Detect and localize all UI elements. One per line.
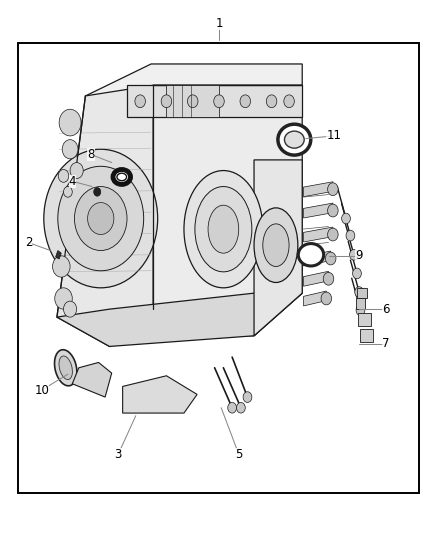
- Ellipse shape: [208, 205, 239, 253]
- Circle shape: [342, 213, 350, 224]
- Ellipse shape: [195, 187, 252, 272]
- Polygon shape: [123, 376, 197, 413]
- Circle shape: [266, 95, 277, 108]
- Polygon shape: [85, 64, 302, 117]
- Polygon shape: [304, 203, 333, 218]
- Circle shape: [64, 187, 72, 197]
- Polygon shape: [57, 293, 302, 346]
- Polygon shape: [56, 251, 61, 259]
- Ellipse shape: [113, 169, 131, 184]
- Ellipse shape: [263, 224, 289, 266]
- Ellipse shape: [254, 208, 298, 282]
- Circle shape: [135, 95, 145, 108]
- Circle shape: [243, 392, 252, 402]
- Polygon shape: [254, 160, 302, 336]
- Ellipse shape: [184, 171, 263, 288]
- Circle shape: [58, 166, 144, 271]
- Circle shape: [94, 188, 101, 196]
- Circle shape: [328, 183, 338, 196]
- Text: 2: 2: [25, 236, 32, 249]
- Circle shape: [58, 169, 69, 182]
- Bar: [360, 329, 373, 342]
- Text: 4: 4: [68, 175, 76, 188]
- Circle shape: [325, 252, 336, 265]
- Circle shape: [53, 256, 70, 277]
- Polygon shape: [304, 291, 326, 306]
- Bar: [356, 298, 365, 309]
- Circle shape: [321, 292, 332, 305]
- Circle shape: [62, 140, 78, 159]
- Bar: [18, 43, 419, 493]
- Polygon shape: [304, 271, 328, 286]
- Ellipse shape: [298, 244, 324, 266]
- Text: 8: 8: [88, 148, 95, 161]
- Ellipse shape: [59, 356, 72, 379]
- Circle shape: [228, 402, 237, 413]
- Circle shape: [323, 272, 334, 285]
- Circle shape: [187, 95, 198, 108]
- Polygon shape: [153, 85, 302, 336]
- Circle shape: [44, 149, 158, 288]
- Polygon shape: [304, 182, 333, 197]
- Text: 7: 7: [381, 337, 389, 350]
- Circle shape: [356, 305, 365, 316]
- Circle shape: [88, 203, 114, 235]
- Text: 10: 10: [34, 384, 49, 397]
- Circle shape: [59, 109, 81, 136]
- Circle shape: [240, 95, 251, 108]
- Circle shape: [55, 288, 72, 309]
- Text: 6: 6: [381, 303, 389, 316]
- Text: 9: 9: [355, 249, 363, 262]
- Circle shape: [328, 228, 338, 241]
- Text: 11: 11: [326, 130, 341, 142]
- Polygon shape: [57, 85, 153, 346]
- Polygon shape: [304, 227, 333, 242]
- Polygon shape: [166, 85, 219, 117]
- Circle shape: [237, 402, 245, 413]
- Circle shape: [64, 301, 77, 317]
- Ellipse shape: [54, 350, 77, 386]
- Text: 3: 3: [115, 448, 122, 461]
- Ellipse shape: [285, 131, 304, 148]
- Circle shape: [346, 230, 355, 241]
- Text: 5: 5: [235, 448, 242, 461]
- Circle shape: [353, 268, 361, 279]
- Bar: [357, 288, 367, 298]
- Polygon shape: [304, 251, 331, 266]
- Circle shape: [355, 287, 364, 297]
- Circle shape: [70, 163, 83, 179]
- Ellipse shape: [278, 124, 311, 155]
- Circle shape: [284, 95, 294, 108]
- Circle shape: [350, 249, 358, 260]
- Polygon shape: [127, 85, 302, 117]
- Bar: [358, 313, 371, 326]
- Text: 1: 1: [215, 18, 223, 30]
- Circle shape: [328, 204, 338, 217]
- Ellipse shape: [117, 173, 127, 181]
- Circle shape: [214, 95, 224, 108]
- Circle shape: [161, 95, 172, 108]
- Polygon shape: [72, 362, 112, 397]
- Circle shape: [74, 187, 127, 251]
